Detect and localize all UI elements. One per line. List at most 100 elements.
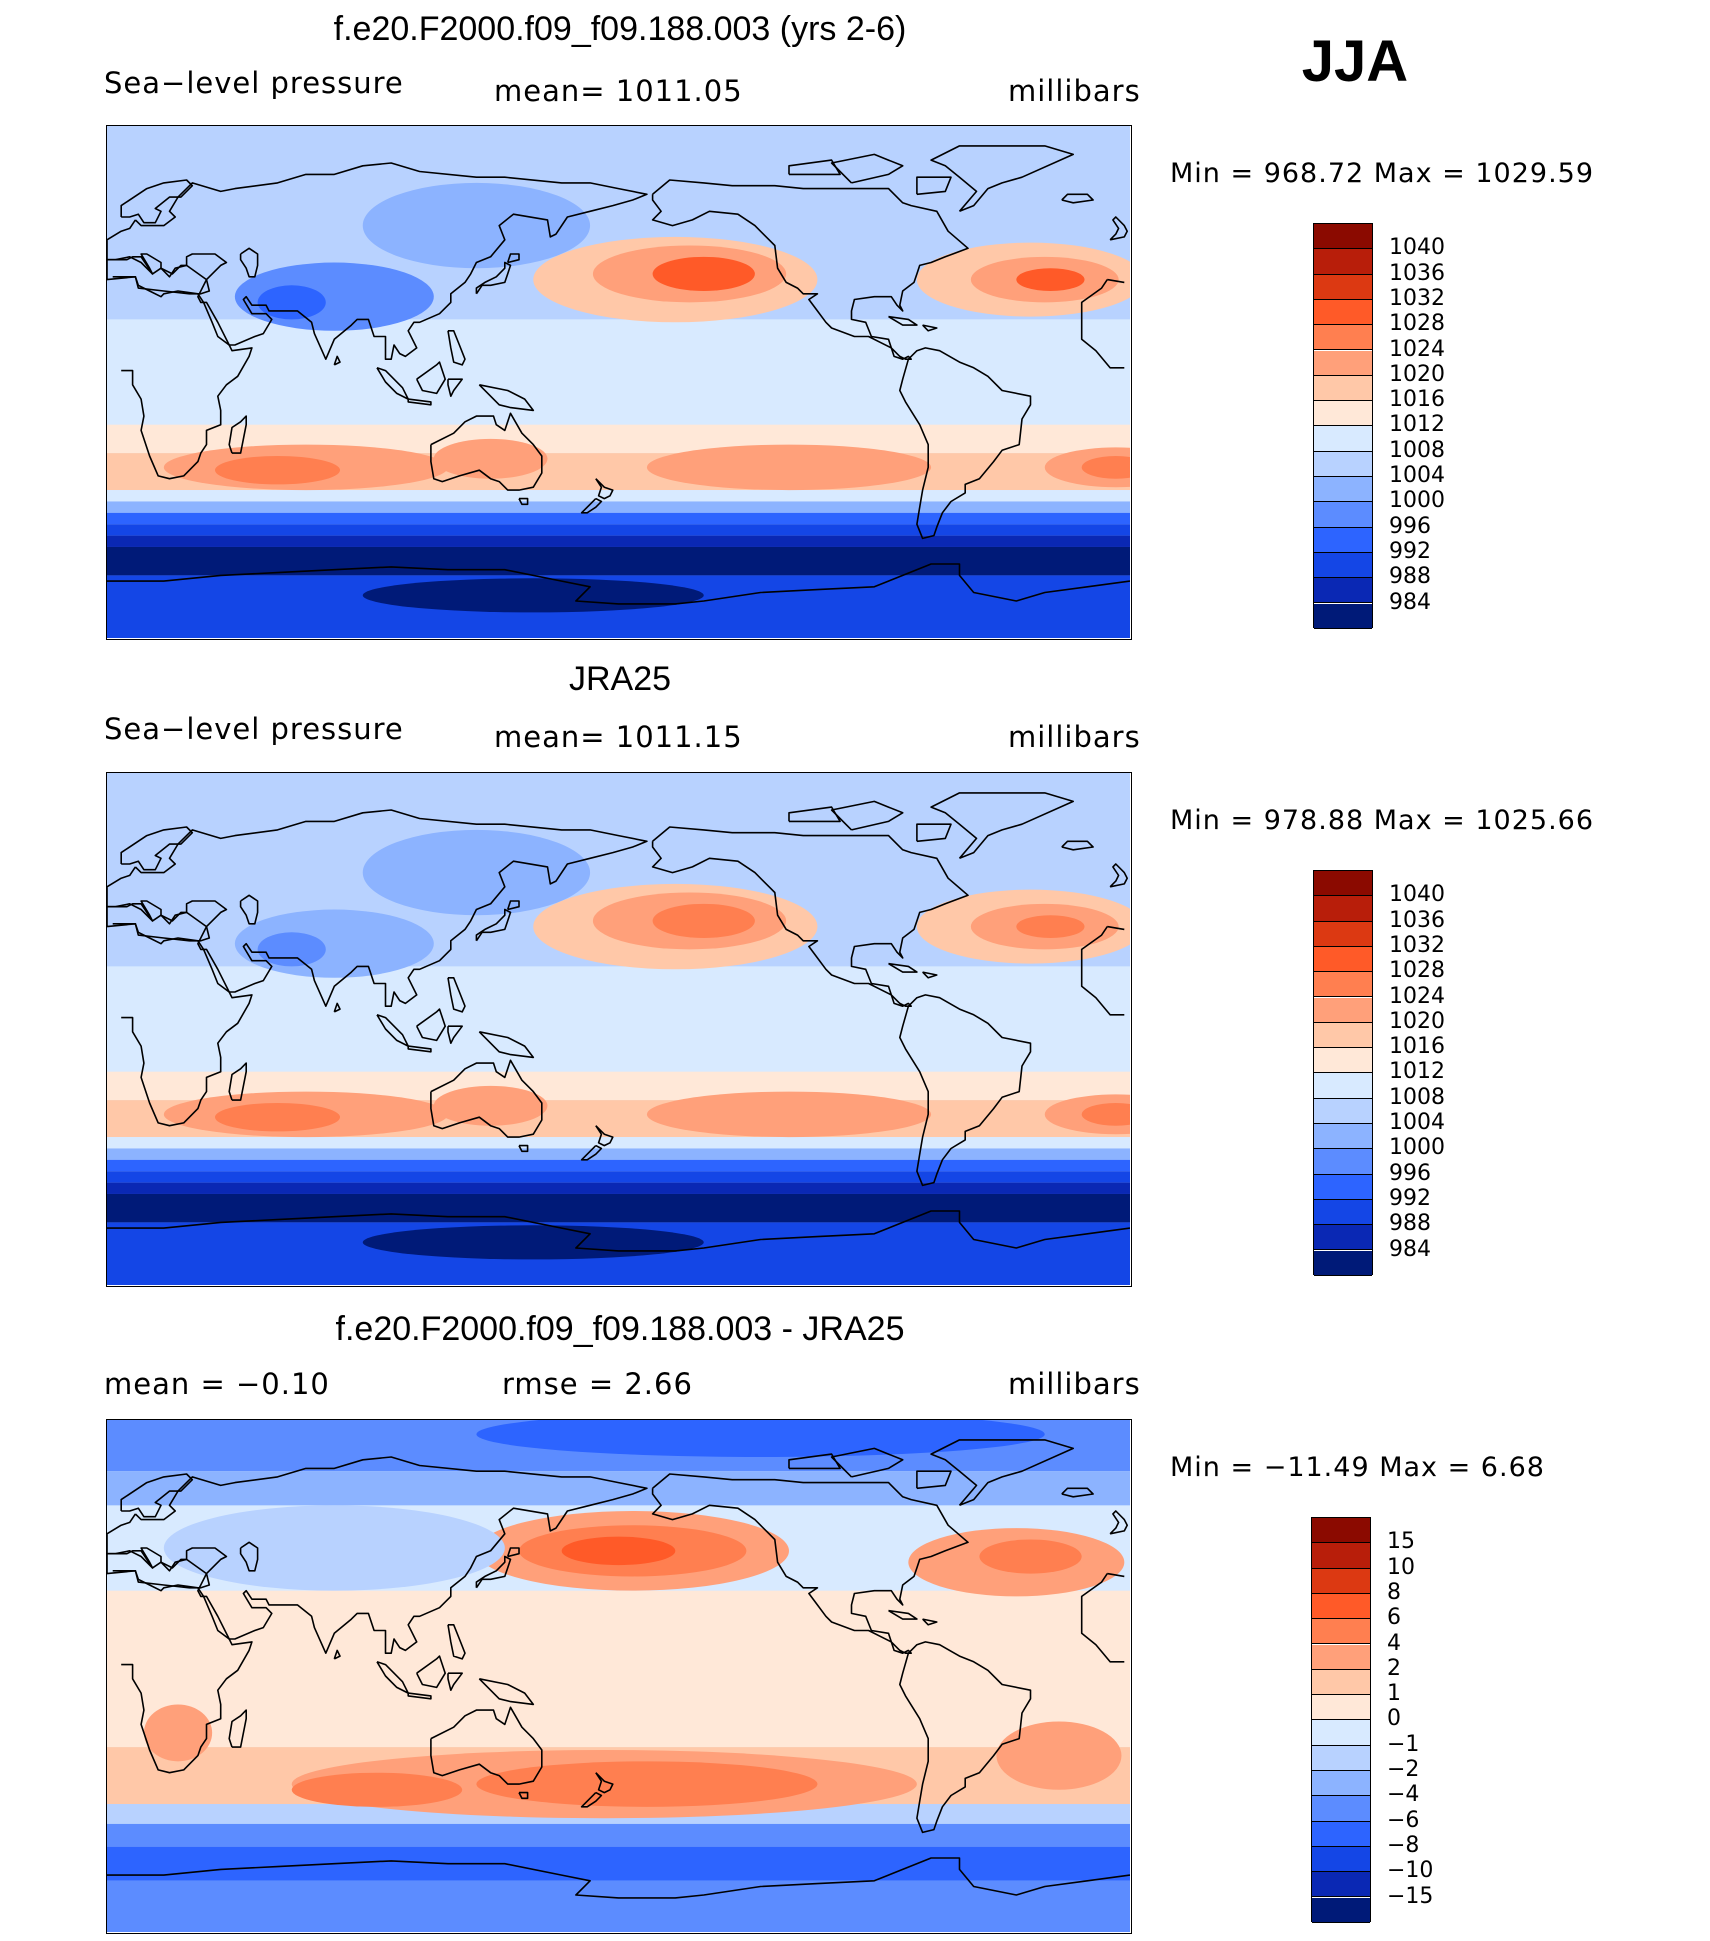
antarctic-low [362, 578, 704, 613]
colorbar2-tick-label: 1008 [1389, 1084, 1445, 1110]
coastlines [107, 145, 1130, 605]
coastline [107, 809, 648, 1007]
coastline [112, 1570, 1125, 1774]
coastline [595, 478, 614, 500]
colorbar3-tick-label: −15 [1387, 1883, 1434, 1909]
australian-high [433, 1085, 548, 1126]
colorbar3-tick-label: 6 [1387, 1605, 1401, 1631]
colorbar1-swatch [1314, 477, 1372, 503]
colorbar3-tick-label: 15 [1387, 1529, 1415, 1555]
coastline [1109, 1510, 1128, 1535]
colorbar1-swatch [1314, 350, 1372, 376]
south-atlantic-high-core [1081, 455, 1130, 479]
midlat-band4 [107, 524, 1130, 536]
colorbar1-swatch [1314, 552, 1372, 579]
australian-high [433, 438, 548, 479]
colorbar1-tick-label: 996 [1389, 513, 1431, 539]
coastline [518, 1144, 529, 1153]
panel2-units-label: millibars [1008, 720, 1141, 754]
colorbar1-tick-label: 992 [1389, 538, 1431, 564]
tropical-band [107, 1590, 1130, 1748]
season-label: JJA [1301, 29, 1409, 94]
colorbar1-swatch [1314, 426, 1372, 452]
coastline [930, 1439, 1074, 1507]
panel2-map [106, 772, 1132, 1287]
coastline [1109, 863, 1128, 888]
colorbar2-tick-label: 1040 [1389, 882, 1445, 908]
coastline [788, 806, 841, 823]
coastline [478, 1031, 535, 1059]
colorbar1-tick-label: 988 [1389, 564, 1431, 590]
coastline [916, 176, 952, 196]
midlat-band2 [107, 1148, 1130, 1160]
panel1-title: f.e20.F2000.f09_f09.188.003 (yrs 2-6) [333, 10, 907, 48]
coastline [788, 1453, 841, 1470]
coastline [580, 1144, 603, 1161]
north-atlantic-high-core [1016, 915, 1085, 938]
colorbar3-swatch [1312, 1897, 1370, 1923]
coastline [107, 1456, 648, 1654]
panel1-contour-plot [107, 126, 1130, 638]
southern-africa-anomaly [143, 1704, 213, 1762]
panel3-minmax: Min = −11.49 Max = 6.68 [1170, 1452, 1545, 1483]
coastline [430, 1059, 543, 1138]
colorbar3-tick-label: 0 [1387, 1706, 1401, 1732]
coastline [407, 1045, 432, 1053]
south-pacific-high [646, 444, 932, 491]
coastline [930, 145, 1074, 213]
colorbar3-swatch [1312, 1669, 1370, 1696]
coastline [1061, 1487, 1094, 1498]
asian-monsoon-core [257, 932, 326, 967]
colorbar2-swatch [1314, 896, 1372, 922]
coastline [475, 1555, 512, 1589]
north-pacific-high-core [652, 256, 755, 291]
coastline [333, 1649, 341, 1660]
colorbar1-swatch [1314, 502, 1372, 528]
panel1-variable-label: Sea−level pressure [104, 66, 404, 100]
coastline [107, 563, 1130, 605]
colorbar1-tick-label: 1004 [1389, 463, 1445, 488]
coastline [518, 497, 529, 506]
panel3-contour-plot [107, 1420, 1130, 1932]
coastline [922, 1618, 938, 1626]
southern-ocean-band3 [107, 1846, 1130, 1881]
colorbar1-swatch [1314, 578, 1372, 604]
colorbar2-swatch [1314, 1048, 1372, 1074]
midlat-band4 [107, 1171, 1130, 1183]
colorbar1-tick-label: 1008 [1389, 437, 1445, 463]
colorbar3-tick-label: 8 [1387, 1579, 1401, 1605]
colorbar2-swatch [1314, 946, 1372, 973]
southern-ocean-band2 [107, 1823, 1130, 1847]
pressure-field [107, 1420, 1130, 1932]
pressure-field [107, 126, 1130, 638]
coastline [1109, 216, 1128, 241]
colorbar1-swatch [1314, 299, 1372, 326]
south-indian-high-core [214, 455, 341, 485]
midlat-band2 [107, 501, 1130, 513]
colorbar1-tick-label: 984 [1389, 589, 1431, 615]
colorbar2-swatch [1314, 1098, 1372, 1124]
colorbar1-swatch [1314, 451, 1372, 477]
tropical-band [107, 966, 1130, 1072]
colorbar1-swatch [1314, 325, 1372, 351]
coastline [580, 1791, 603, 1808]
colorbar3-swatch [1312, 1543, 1370, 1569]
coastline [239, 247, 259, 278]
tropical-band [107, 319, 1130, 425]
midlat-band3 [107, 1159, 1130, 1172]
colorbar2-tick-label: 1024 [1389, 983, 1445, 1009]
panel3-map [106, 1419, 1132, 1934]
colorbar1-swatches [1313, 223, 1373, 629]
coastline [447, 330, 466, 366]
coastline [376, 1014, 409, 1047]
south-indian-anomaly [291, 1772, 463, 1807]
colorbar1-tick-label: 1012 [1389, 412, 1445, 438]
north-pacific-high-core [652, 903, 755, 938]
siberian-low [362, 829, 591, 916]
antarctic-band [107, 1880, 1130, 1932]
coastline [447, 1624, 466, 1660]
colorbar2-swatch [1314, 1149, 1372, 1175]
colorbar1-tick-label: 1036 [1389, 260, 1445, 286]
north-atlantic-high-core [1016, 268, 1085, 291]
south-indian-high-core [214, 1102, 341, 1132]
